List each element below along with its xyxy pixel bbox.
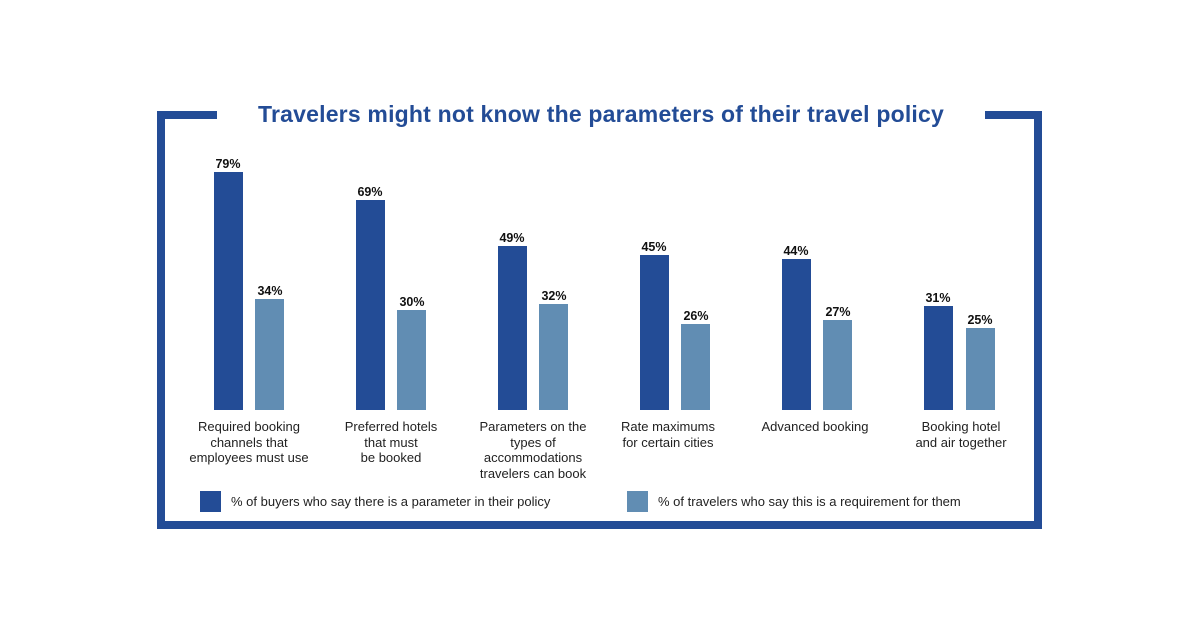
bar-travelers: [966, 328, 995, 410]
category-label: Required booking channels that employees…: [189, 419, 309, 465]
category-label: Booking hotel and air together: [915, 419, 1007, 450]
bar-travelers: [397, 310, 426, 410]
data-label: 26%: [683, 309, 709, 323]
bar-travelers: [539, 304, 568, 410]
data-label: 32%: [541, 289, 567, 303]
category-label: Preferred hotels that must be booked: [344, 419, 438, 465]
data-label: 49%: [499, 231, 525, 245]
bar-buyers: [214, 172, 243, 410]
legend-label-travelers: % of travelers who say this is a require…: [658, 494, 961, 509]
category-label: Advanced booking: [761, 419, 869, 434]
data-label: 30%: [399, 295, 425, 309]
frame-right: [1034, 111, 1042, 529]
data-label: 25%: [967, 313, 993, 327]
bar-buyers: [498, 246, 527, 410]
data-label: 44%: [783, 244, 809, 258]
frame-top-right: [985, 111, 1042, 119]
legend-label-buyers: % of buyers who say there is a parameter…: [231, 494, 551, 509]
category-label: Parameters on the types of accommodation…: [479, 419, 587, 481]
data-label: 79%: [215, 157, 241, 171]
frame-bottom: [157, 521, 1042, 529]
legend-swatch-buyers: [200, 491, 221, 512]
bar-travelers: [681, 324, 710, 410]
frame-left: [157, 111, 165, 529]
data-label: 69%: [357, 185, 383, 199]
data-label: 27%: [825, 305, 851, 319]
bar-buyers: [924, 306, 953, 410]
bar-travelers: [823, 320, 852, 410]
bar-buyers: [356, 200, 385, 410]
legend-swatch-travelers: [627, 491, 648, 512]
bar-buyers: [640, 255, 669, 410]
category-label: Rate maximums for certain cities: [621, 419, 715, 450]
bar-travelers: [255, 299, 284, 410]
data-label: 45%: [641, 240, 667, 254]
frame-top-left: [157, 111, 217, 119]
data-label: 31%: [925, 291, 951, 305]
bar-buyers: [782, 259, 811, 410]
chart-title: Travelers might not know the parameters …: [258, 101, 944, 127]
data-label: 34%: [257, 284, 283, 298]
